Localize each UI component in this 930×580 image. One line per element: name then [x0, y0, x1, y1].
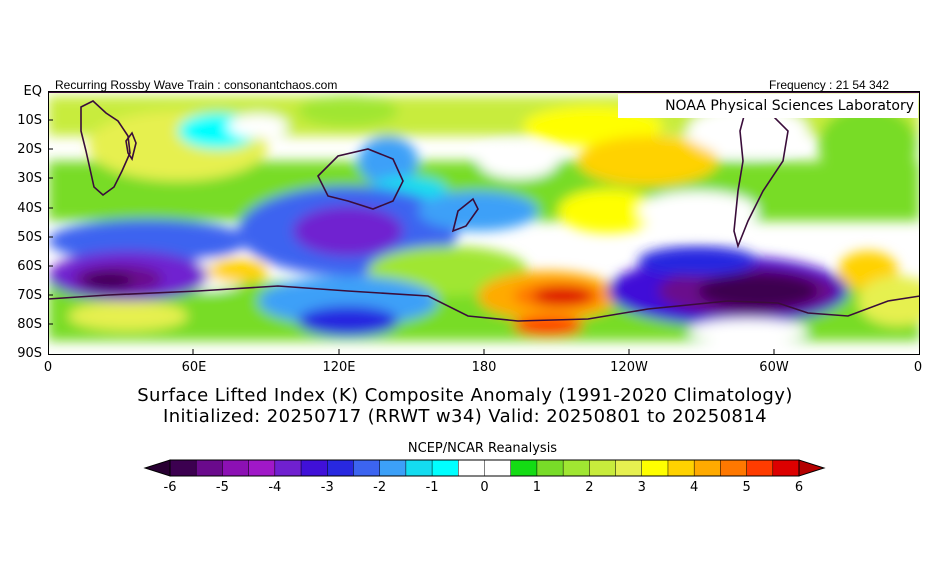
lat-label-60s: 60S: [17, 259, 42, 274]
colorbar-tick-label: -1: [425, 480, 439, 495]
colorbar-cell: [562, 459, 590, 477]
south-america-coastline: [733, 99, 789, 249]
colorbar-cell: [248, 459, 276, 477]
colorbar-cell: [353, 459, 381, 477]
australia-coastline: [317, 148, 404, 210]
anomaly-map: NOAA Physical Sciences Laboratory: [48, 91, 920, 355]
colorbar-cells: [169, 459, 800, 477]
colorbar-tick-label: 3: [637, 480, 646, 495]
colorbar-cell: [693, 459, 721, 477]
colorbar-tick-label: 1: [532, 480, 542, 495]
colorbar-cell: [431, 459, 459, 477]
colorbar-tick-label: 5: [742, 480, 751, 495]
colorbar-cell: [746, 459, 774, 477]
lat-ticks: [48, 119, 53, 325]
lab-label: NOAA Physical Sciences Laboratory: [665, 98, 914, 114]
colorbar-cell: [484, 459, 512, 477]
colorbar-cell: [720, 459, 748, 477]
colorbar-cell: [641, 459, 669, 477]
colorbar-frame: [169, 459, 800, 477]
title-line-1: Surface Lifted Index (K) Composite Anoma…: [137, 385, 793, 406]
lat-label-40s: 40S: [17, 201, 42, 216]
colorbar-tick-label: 2: [585, 480, 594, 495]
colorbar-under-arrow: [143, 459, 171, 477]
new-zealand-coastline: [451, 197, 479, 233]
colorbar-cell: [667, 459, 695, 477]
colorbar-cell: [169, 459, 197, 477]
lon-label-60e: 60E: [181, 360, 207, 375]
colorbar-cell: [300, 459, 328, 477]
lon-label-0-east: 0: [913, 360, 923, 375]
colorbar-tick-label: -3: [320, 480, 334, 495]
lon-label-120w: 120W: [610, 360, 648, 375]
colorbar-over-arrow: [798, 459, 826, 477]
lon-ticks: [192, 349, 775, 355]
colorbar-cell: [195, 459, 223, 477]
lat-label-90s: 90S: [17, 346, 42, 361]
colorbar-tick-label: 6: [794, 480, 804, 495]
colorbar: [143, 459, 826, 477]
colorbar-cell: [510, 459, 538, 477]
colorbar-tick-label: -2: [373, 480, 387, 495]
colorbar-tick-label: 4: [690, 480, 699, 495]
colorbar-cell: [222, 459, 250, 477]
africa-coastline: [80, 100, 131, 197]
antarctica-coastline: [48, 285, 920, 322]
colorbar-cell: [379, 459, 407, 477]
header-frequency-text: Frequency : 21 54 342: [769, 78, 890, 92]
lat-label-20s: 20S: [17, 142, 42, 157]
colorbar-tick-label: 0: [480, 480, 489, 495]
colorbar-tick-label: -5: [215, 480, 229, 495]
colorbar-cell: [589, 459, 617, 477]
colorbar-cell: [615, 459, 643, 477]
madagascar-coastline: [125, 131, 137, 161]
lat-label-10s: 10S: [17, 113, 42, 128]
lon-label-0: 0: [43, 360, 53, 375]
coastlines: [48, 99, 920, 322]
colorbar-cell: [458, 459, 486, 477]
colorbar-cell: [772, 459, 800, 477]
lon-label-60w: 60W: [759, 360, 789, 375]
colorbar-cell: [327, 459, 355, 477]
lon-label-120e: 120E: [322, 360, 356, 375]
anomaly-field: [48, 95, 920, 343]
colorbar-tick-label: -4: [268, 480, 282, 495]
colorbar-cell: [536, 459, 564, 477]
colorbar-source-label: NCEP/NCAR Reanalysis: [407, 441, 558, 456]
lon-label-180: 180: [471, 360, 497, 375]
lat-label-50s: 50S: [17, 230, 42, 245]
lat-label-30s: 30S: [17, 171, 42, 186]
header-source-text: Recurring Rossby Wave Train : consonantc…: [55, 78, 338, 92]
colorbar-cell: [405, 459, 433, 477]
lat-label-70s: 70S: [17, 288, 42, 303]
colorbar-tick-label: -6: [163, 480, 177, 495]
lab-label-box: [618, 94, 918, 118]
lat-label-80s: 80S: [17, 317, 42, 332]
title-line-2: Initialized: 20250717 (RRWT w34) Valid: …: [163, 406, 767, 427]
lat-label-eq: EQ: [23, 84, 42, 99]
colorbar-cell: [274, 459, 302, 477]
